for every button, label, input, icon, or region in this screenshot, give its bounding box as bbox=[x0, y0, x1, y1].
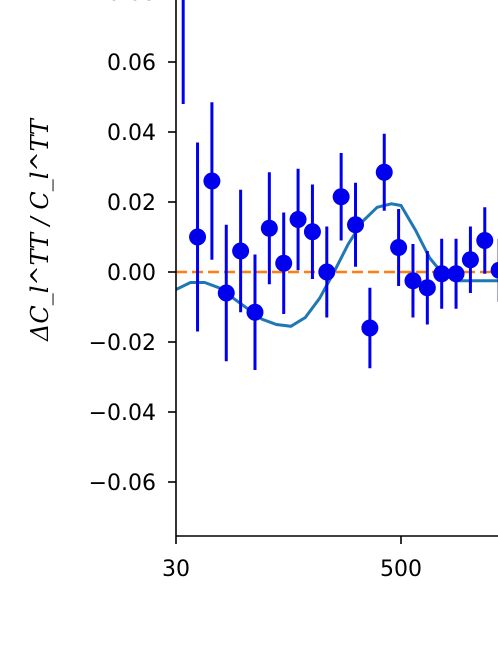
y-tick-label: −0.02 bbox=[89, 331, 156, 356]
model-curve-layer bbox=[176, 202, 498, 328]
data-points-layer bbox=[181, 0, 498, 370]
data-point bbox=[275, 254, 293, 272]
y-tick-label: 0.00 bbox=[107, 261, 156, 286]
data-point bbox=[347, 216, 365, 234]
y-tick-label: 0.08 bbox=[107, 0, 156, 6]
data-point bbox=[447, 265, 465, 283]
x-ticks-layer: 30 500 bbox=[162, 536, 422, 582]
y-tick-label: 0.06 bbox=[107, 51, 156, 76]
data-point bbox=[404, 272, 422, 290]
data-point bbox=[303, 223, 321, 241]
data-point bbox=[289, 211, 307, 228]
y-tick-label: 0.04 bbox=[107, 121, 156, 146]
data-point bbox=[361, 319, 379, 337]
y-tick-label: −0.06 bbox=[89, 471, 156, 496]
data-point bbox=[375, 163, 393, 181]
data-point bbox=[418, 279, 436, 297]
data-point bbox=[260, 219, 278, 237]
data-point bbox=[490, 261, 498, 279]
data-point bbox=[318, 263, 336, 281]
data-point bbox=[217, 284, 235, 302]
data-point bbox=[232, 242, 250, 260]
data-point bbox=[189, 228, 207, 246]
data-point bbox=[203, 172, 221, 190]
y-tick-label: −0.04 bbox=[89, 401, 156, 426]
y-ticks-layer: −0.06 −0.04 −0.02 0.00 0.02 0.04 0.06 0.08 bbox=[89, 0, 176, 496]
x-tick-label: 30 bbox=[162, 557, 190, 582]
y-axis-label-layer: ΔC_l^TT / C_l^TT bbox=[26, 117, 54, 342]
data-point bbox=[246, 303, 264, 321]
y-axis-label: ΔC_l^TT / C_l^TT bbox=[26, 117, 54, 342]
model-curve bbox=[176, 202, 498, 328]
x-tick-label: 500 bbox=[380, 557, 422, 582]
data-point bbox=[461, 251, 479, 269]
data-point bbox=[476, 232, 494, 249]
data-point bbox=[433, 265, 451, 283]
data-point bbox=[332, 188, 350, 206]
y-tick-label: 0.02 bbox=[107, 191, 156, 216]
axes-layer bbox=[175, 0, 498, 537]
data-point bbox=[390, 239, 408, 256]
